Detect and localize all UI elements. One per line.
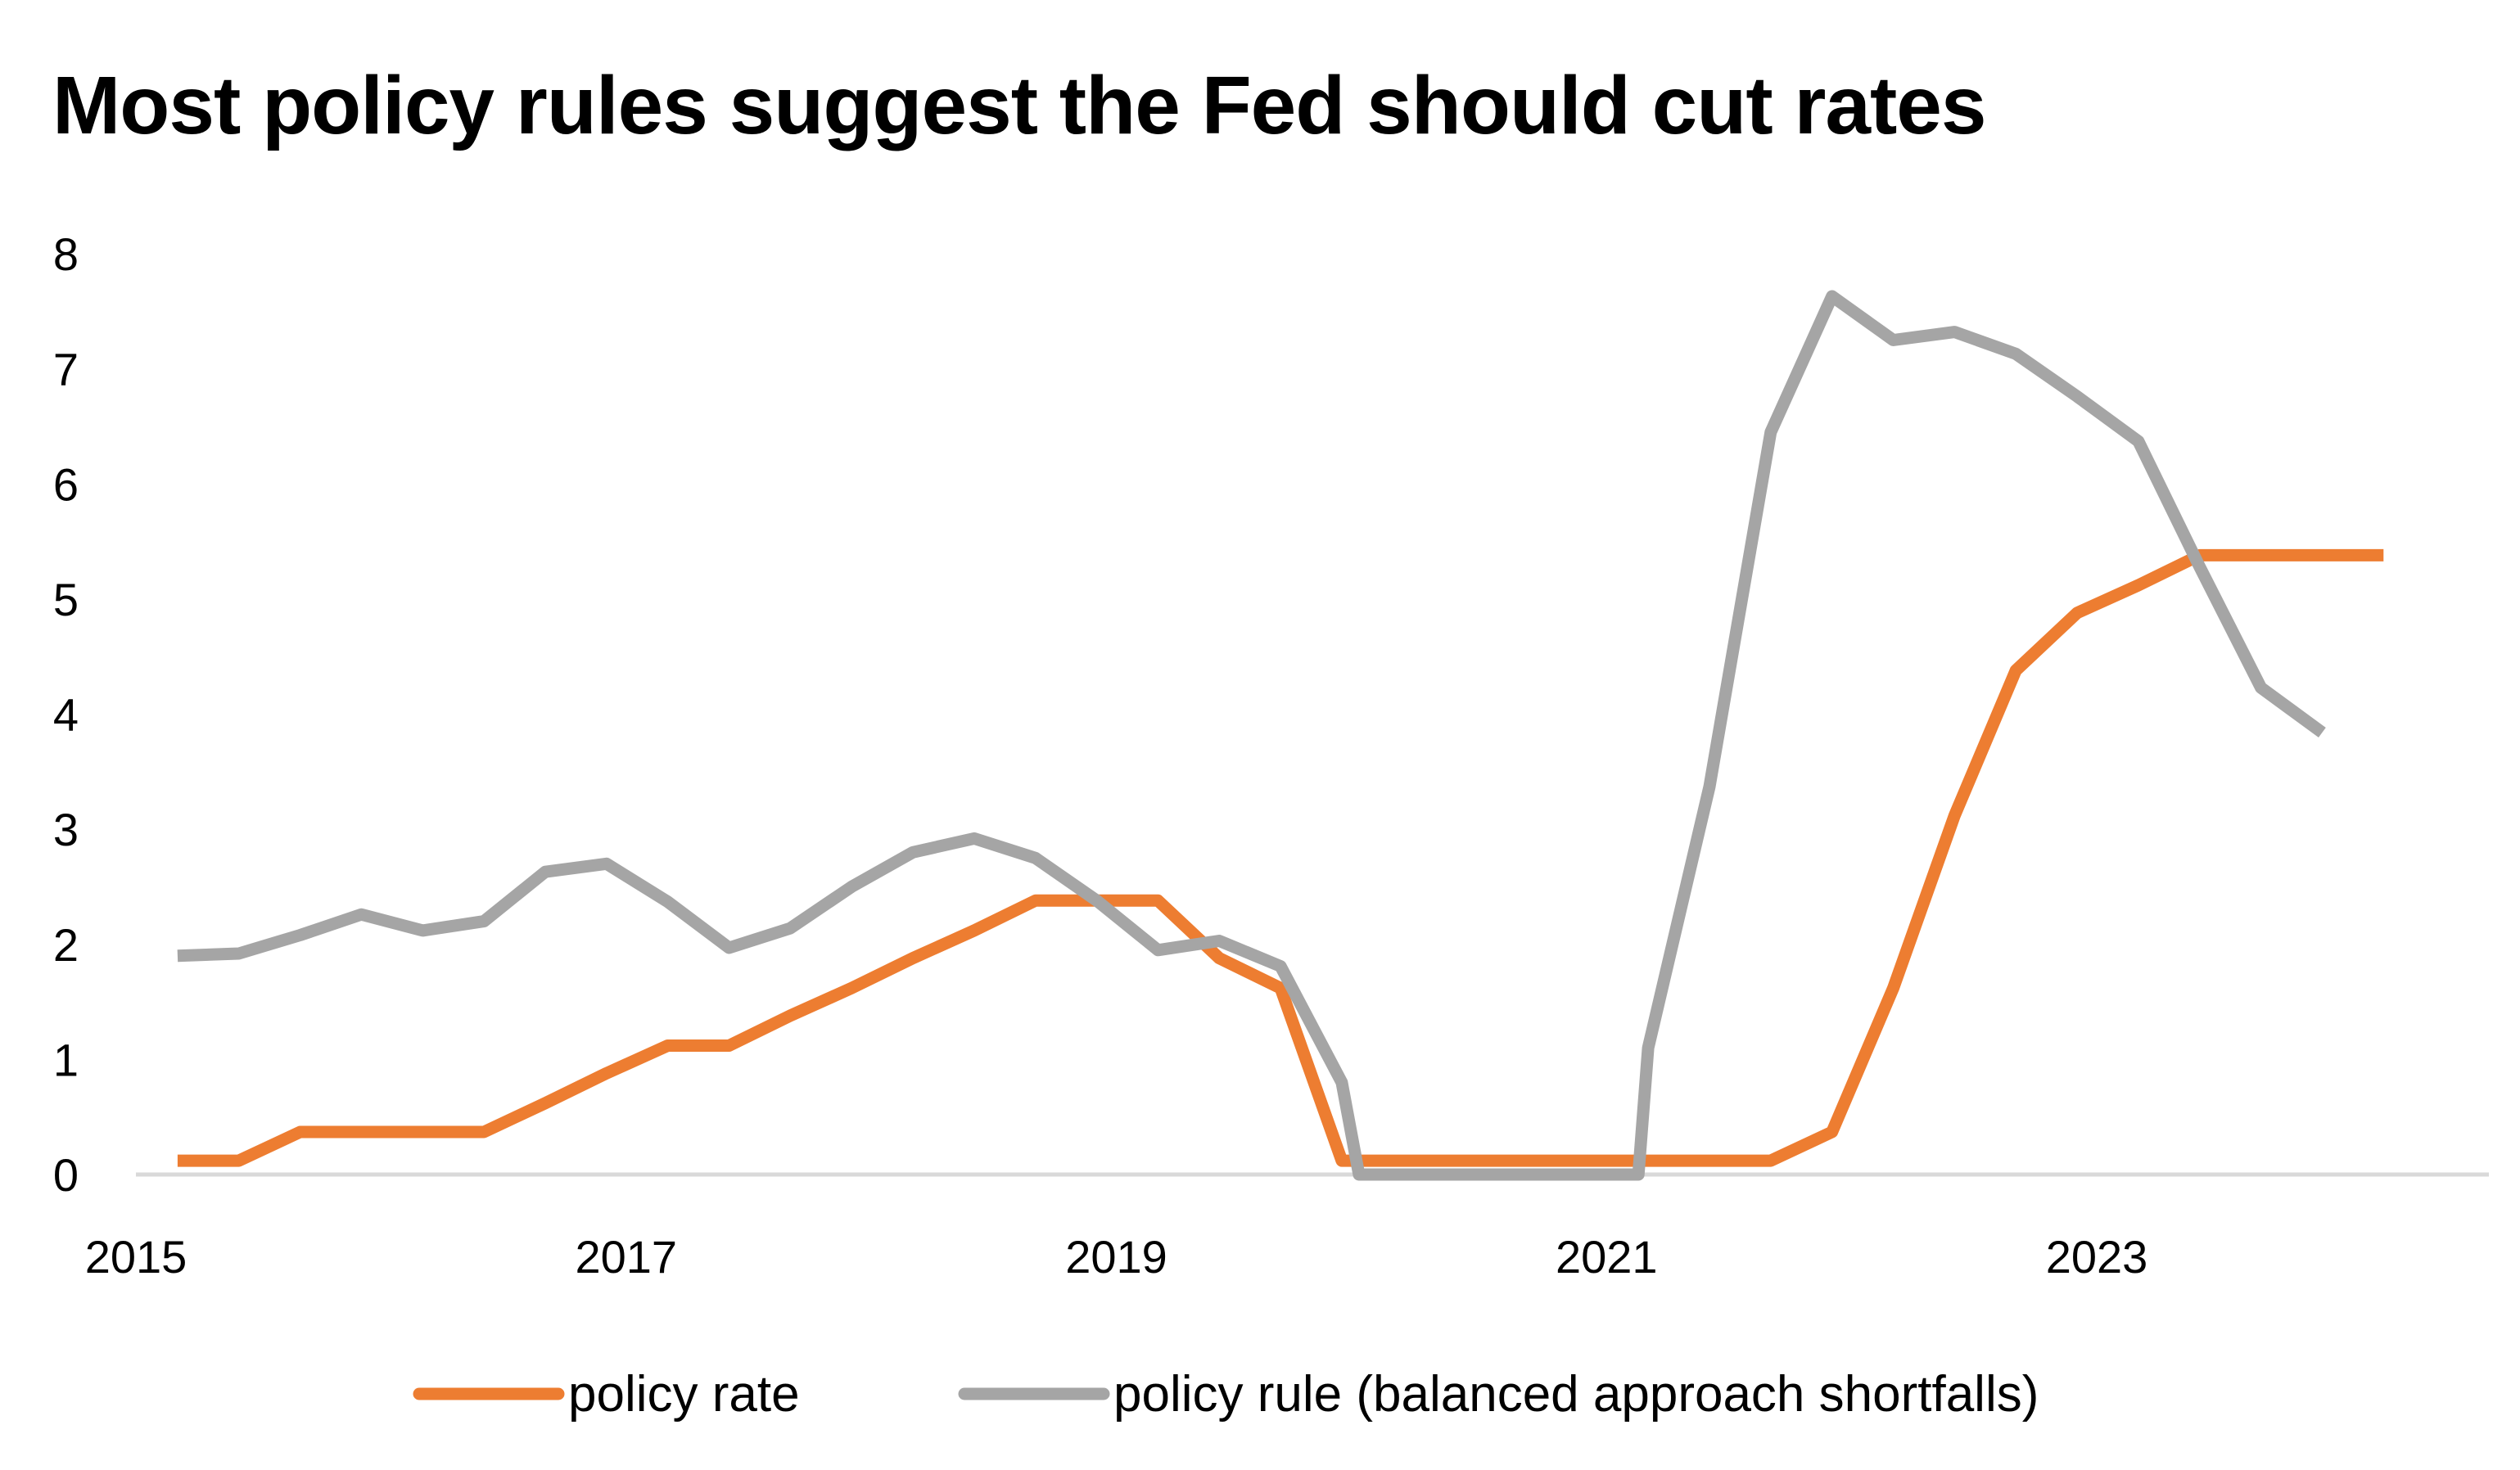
series-line-policy-rate	[177, 548, 2384, 1167]
y-tick-label-1: 1	[53, 1034, 79, 1085]
y-tick-label-0: 0	[53, 1149, 79, 1201]
series-line-policy-rule	[177, 290, 2326, 1181]
y-tick-label-2: 2	[53, 919, 79, 971]
y-tick-label-3: 3	[53, 804, 79, 855]
x-tick-label-2015: 2015	[85, 1231, 187, 1283]
legend-label-policy-rule: policy rule (balanced approach shortfall…	[1113, 1366, 2039, 1423]
x-tick-label-2017: 2017	[575, 1231, 677, 1283]
legend: policy rate policy rule (balanced approac…	[413, 1366, 2039, 1423]
x-tick-label-2021: 2021	[1556, 1231, 1658, 1283]
y-tick-label-5: 5	[53, 574, 79, 625]
x-tick-label-2023: 2023	[2046, 1231, 2148, 1283]
y-tick-label-4: 4	[53, 689, 79, 741]
y-tick-label-6: 6	[53, 458, 79, 510]
x-axis-ticks: 2015 2017 2019 2021 2023	[85, 1231, 2148, 1283]
x-tick-label-2019: 2019	[1065, 1231, 1167, 1283]
legend-label-policy-rate: policy rate	[568, 1366, 800, 1423]
series-lines	[177, 290, 2384, 1181]
chart-title: Most policy rules suggest the Fed should…	[52, 60, 1987, 151]
y-tick-label-7: 7	[53, 344, 79, 395]
y-axis-ticks: 0 1 2 3 4 5 6 7 8	[53, 228, 79, 1201]
y-tick-label-8: 8	[53, 228, 79, 280]
